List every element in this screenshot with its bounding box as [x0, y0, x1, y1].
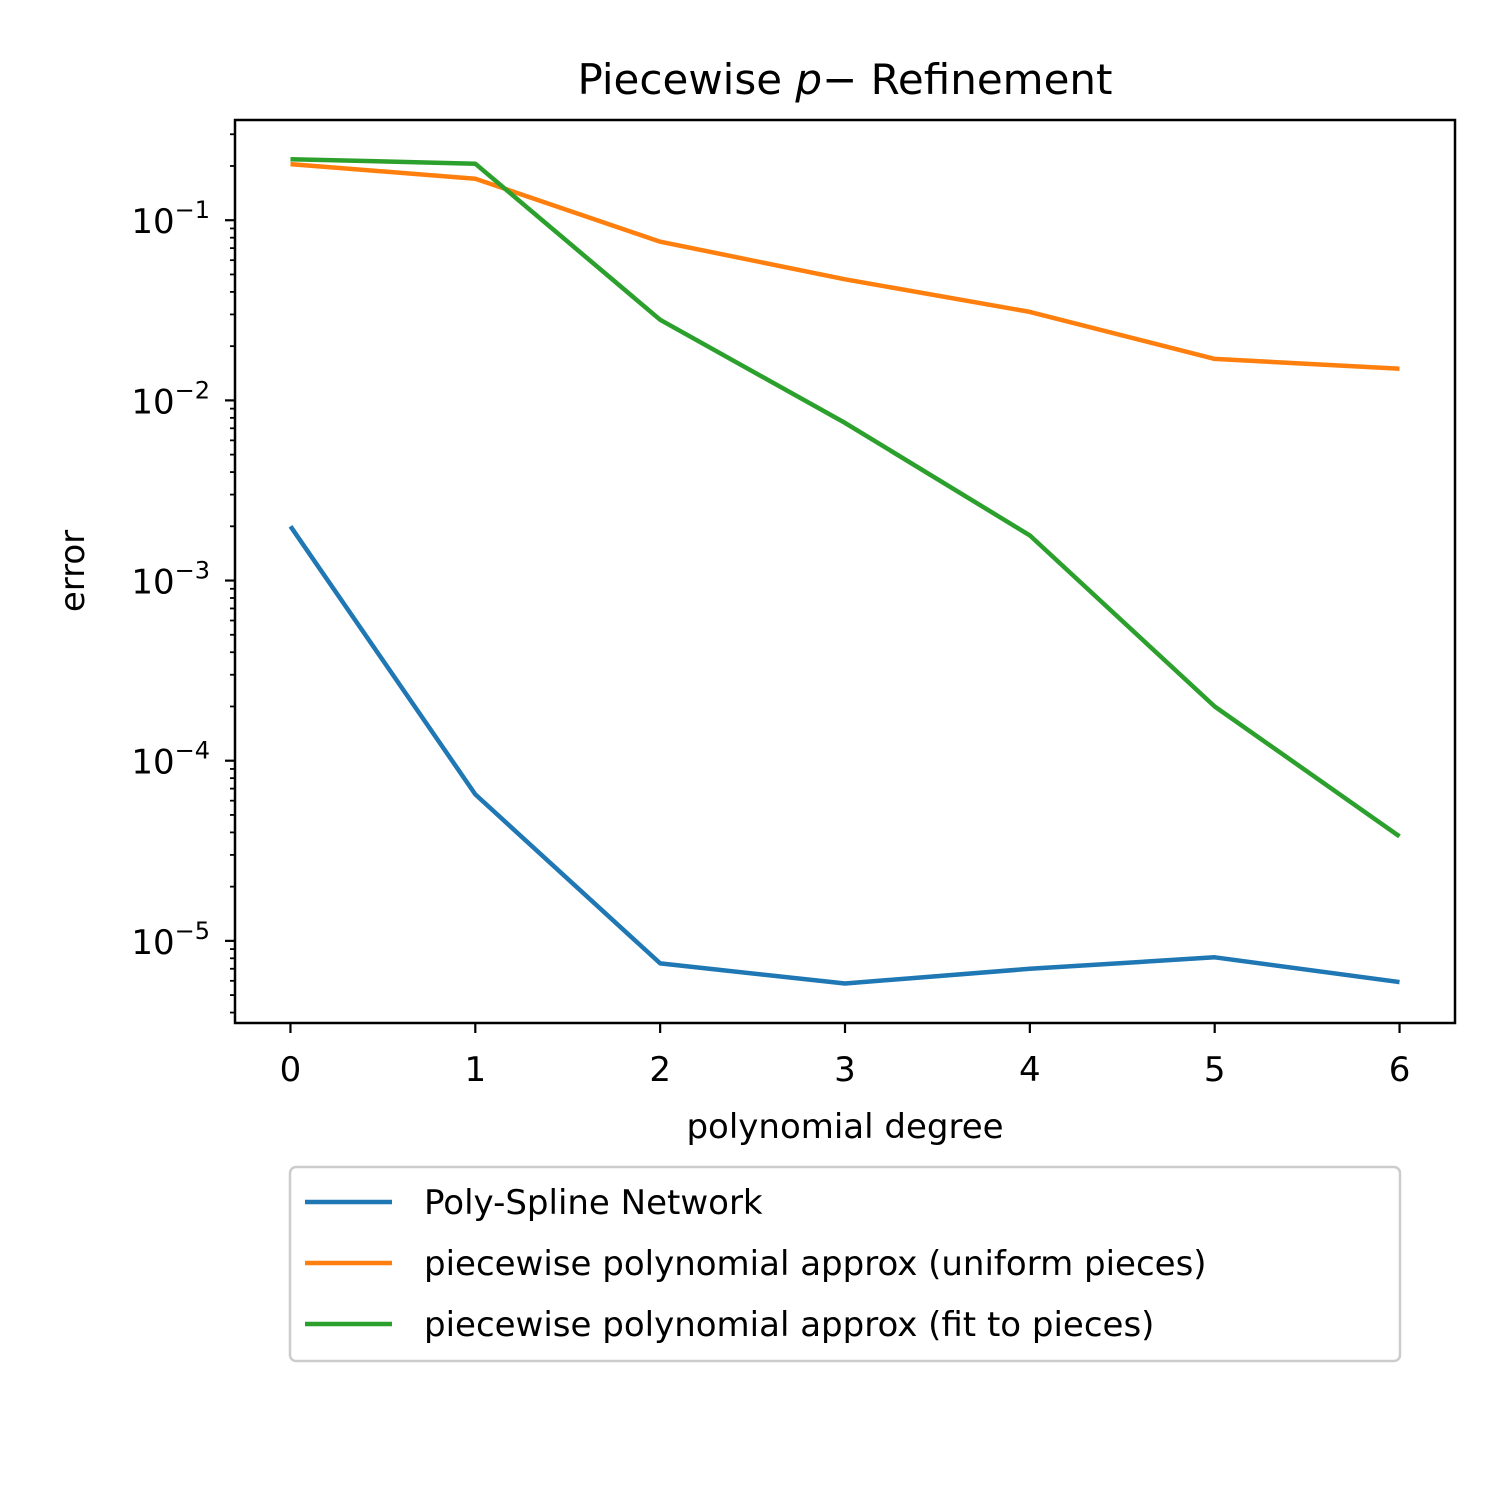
legend-entries: Poly-Spline Network piecewise polynomial … — [305, 1183, 1207, 1345]
y-axis-label: error — [53, 530, 93, 612]
y-tick-label-exponent: −1 — [175, 196, 210, 224]
legend: Poly-Spline Network piecewise polynomial … — [288, 1165, 1402, 1363]
chart-title-rest: − Refinement — [822, 55, 1112, 104]
y-tick-label-exponent: −5 — [175, 917, 210, 945]
x-tick-label: 6 — [1389, 1050, 1411, 1090]
legend-label-1: piecewise polynomial approx (uniform pie… — [424, 1244, 1207, 1284]
y-tick-label-exponent: −4 — [175, 737, 210, 765]
y-tick-label-base: 10 — [131, 382, 174, 422]
x-axis-label: polynomial degree — [686, 1107, 1003, 1147]
chart-title-main: Piecewise — [577, 55, 795, 104]
x-tick-label: 0 — [280, 1050, 302, 1090]
x-tick-label: 4 — [1019, 1050, 1041, 1090]
legend-box — [288, 1165, 1402, 1363]
y-tick-label-base: 10 — [131, 202, 174, 242]
y-tick-label-base: 10 — [131, 743, 174, 783]
x-tick-label: 3 — [834, 1050, 856, 1090]
x-tick-label: 2 — [649, 1050, 671, 1090]
chart-title: Piecewise p− Refinement — [577, 55, 1112, 104]
y-tick-label: 10−3 — [131, 557, 210, 603]
chart-title-var: p — [794, 55, 822, 104]
series-lines — [288, 156, 1401, 986]
y-major-ticks: 10−110−210−310−410−5 — [131, 196, 235, 963]
y-tick-label-exponent: −2 — [175, 376, 210, 404]
y-tick-label: 10−2 — [131, 376, 210, 422]
series-line-1 — [290, 161, 1400, 371]
y-tick-label-exponent: −3 — [175, 557, 210, 585]
y-tick-label: 10−1 — [131, 196, 210, 242]
plot-frame — [233, 118, 1457, 1025]
y-tick-label: 10−4 — [131, 737, 210, 783]
x-ticks: 0 1 2 3 4 5 6 — [280, 1023, 1411, 1090]
legend-label-2: piecewise polynomial approx (fit to piec… — [424, 1305, 1154, 1345]
legend-label-0: Poly-Spline Network — [424, 1183, 763, 1223]
series-line-0 — [288, 525, 1400, 986]
series-line-2 — [290, 156, 1401, 839]
x-tick-label: 1 — [464, 1050, 486, 1090]
y-tick-label-base: 10 — [131, 563, 174, 603]
x-tick-label: 5 — [1204, 1050, 1226, 1090]
y-tick-label: 10−5 — [131, 917, 210, 963]
y-tick-label-base: 10 — [131, 923, 174, 963]
